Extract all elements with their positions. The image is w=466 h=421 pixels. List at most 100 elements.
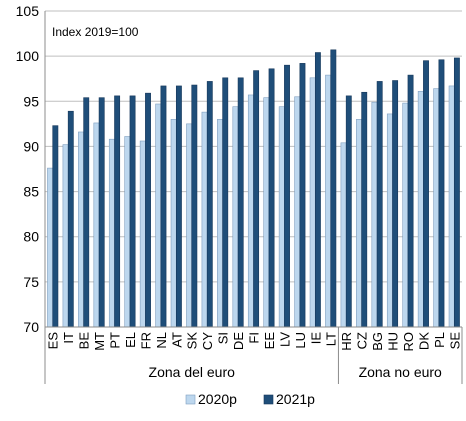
bar-2021p-EE — [268, 68, 275, 328]
bar-2021p-PL — [438, 59, 445, 328]
group-label: Zona no euro — [359, 364, 442, 380]
bar-2021p-AT — [175, 85, 182, 328]
x-tick-label: AT — [169, 332, 184, 348]
bar-2020p-HR — [340, 142, 347, 328]
x-tick-label: BE — [77, 332, 92, 350]
x-tick-label: NL — [154, 332, 169, 349]
bar-2020p-PT — [108, 138, 115, 328]
y-tick-label: 75 — [23, 274, 39, 290]
x-tick-label: EE — [262, 332, 277, 350]
x-tick-label: BG — [370, 332, 385, 351]
bar-2021p-RO — [407, 74, 414, 328]
x-tick-label: RO — [401, 332, 416, 352]
bar-2021p-PT — [114, 95, 121, 328]
x-tick-label: MT — [92, 332, 107, 351]
x-tick-label: SK — [185, 332, 200, 350]
bar-2021p-SI — [222, 77, 229, 328]
x-tick-label: FR — [138, 332, 153, 349]
bar-2020p-CY — [201, 111, 208, 328]
bar-2021p-BE — [83, 97, 90, 328]
bar-2021p-CZ — [361, 91, 368, 328]
bar-2020p-SI — [217, 119, 223, 328]
bar-2020p-PL — [433, 88, 440, 328]
bar-2020p-DE — [232, 106, 239, 328]
bar-2020p-SE — [448, 85, 455, 328]
legend-label-2020p: 2020p — [198, 391, 237, 407]
bar-2020p-LV — [278, 106, 285, 328]
x-tick-label: HR — [339, 332, 354, 351]
bars — [47, 49, 460, 328]
bar-2020p-AT — [170, 119, 177, 328]
x-tick-label: DK — [416, 332, 431, 350]
x-tick-label: EL — [123, 332, 138, 348]
bar-2020p-DK — [417, 91, 424, 328]
x-tick-label: FI — [247, 332, 262, 344]
x-tick-label: LT — [324, 332, 339, 346]
bar-2020p-LU — [294, 96, 301, 328]
bar-2021p-LT — [330, 49, 337, 328]
x-tick-label: HU — [386, 332, 401, 351]
bar-2020p-MT — [93, 122, 100, 328]
bar-2021p-FI — [253, 70, 260, 328]
x-tick-label: CY — [200, 332, 215, 350]
x-axis: ES IT BE MT PT EL FR NL AT SK CY SI DE FI EE LV LU IE LT HR… — [45, 326, 462, 352]
bar-2021p-LV — [284, 64, 290, 328]
y-tick-label: 85 — [23, 184, 39, 200]
category-groups: Zona del euro Zona no euro — [44, 327, 463, 384]
group-label: Zona del euro — [149, 364, 236, 380]
bar-2021p-HR — [345, 95, 352, 328]
bar-2020p-IE — [309, 77, 316, 328]
x-tick-label: SI — [216, 332, 231, 344]
bar-2020p-BE — [78, 131, 84, 328]
chart-annotation: Index 2019=100 — [52, 25, 139, 39]
bar-2021p-SE — [453, 57, 460, 328]
bar-2021p-CY — [206, 81, 213, 328]
bar-2020p-FR — [139, 140, 146, 328]
x-tick-label: PL — [432, 332, 447, 348]
bar-2021p-EL — [129, 95, 136, 328]
x-tick-label: SE — [447, 332, 462, 350]
x-tick-label: IT — [61, 332, 76, 344]
bar-2021p-LU — [299, 63, 306, 328]
bar-2021p-MT — [98, 97, 105, 328]
bar-2020p-IT — [62, 144, 69, 328]
y-tick-label: 100 — [16, 48, 40, 64]
bar-2021p-ES — [52, 125, 59, 328]
bar-2020p-LT — [325, 74, 332, 328]
bar-2020p-ES — [47, 167, 54, 328]
bar-2020p-FI — [247, 94, 254, 328]
y-tick-label: 90 — [23, 138, 39, 154]
legend-swatch-2021p — [263, 394, 274, 405]
bar-2020p-EL — [124, 136, 131, 328]
bar-2021p-DE — [237, 77, 244, 328]
legend-label-2021p: 2021p — [276, 391, 315, 407]
bar-2020p-NL — [155, 103, 162, 328]
bar-2021p-DK — [423, 60, 429, 328]
bar-2021p-BG — [376, 81, 383, 328]
legend-swatch-2020p — [185, 394, 196, 405]
x-tick-label: ES — [46, 332, 61, 350]
bar-2021p-IT — [67, 110, 74, 328]
x-tick-label: PT — [108, 332, 123, 349]
x-tick-label: CZ — [355, 332, 370, 349]
x-tick-label: DE — [231, 332, 246, 350]
x-tick-label: LU — [293, 332, 308, 349]
bar-2020p-RO — [402, 102, 409, 328]
legend: 2020p 2021p — [185, 391, 315, 407]
y-tick-label: 80 — [23, 229, 39, 245]
bar-2020p-EE — [263, 97, 270, 328]
bar-2021p-HU — [392, 80, 399, 328]
bar-2021p-SK — [191, 84, 198, 328]
y-axis: 70 75 80 85 90 95 100 105 — [16, 3, 46, 335]
bar-2021p-NL — [160, 85, 167, 328]
bar-2021p-FR — [145, 92, 151, 328]
bar-2020p-HU — [386, 113, 393, 328]
bar-2020p-CZ — [356, 119, 362, 328]
x-tick-label: LV — [277, 332, 292, 347]
y-tick-label: 70 — [23, 319, 39, 335]
x-tick-label: IE — [308, 332, 323, 345]
y-tick-label: 95 — [23, 93, 39, 109]
bar-2021p-IE — [314, 52, 321, 328]
bar-2020p-SK — [186, 123, 193, 328]
